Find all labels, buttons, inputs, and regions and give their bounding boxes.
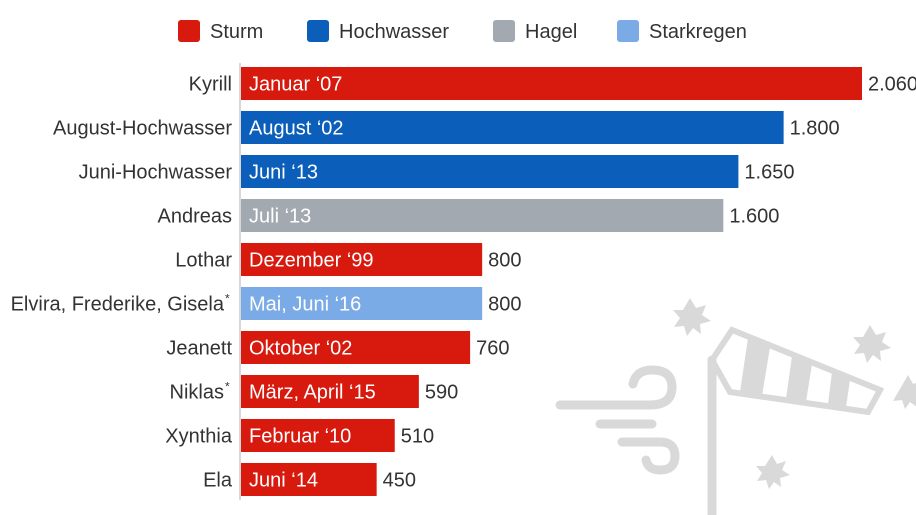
bar — [241, 463, 377, 496]
value-label: 1.800 — [790, 118, 840, 140]
category-label: Elvira, Frederike, Gisela — [11, 294, 225, 316]
value-label: 1.650 — [744, 162, 794, 184]
legend-swatch-hochwasser — [307, 20, 329, 42]
legend-swatch-starkregen — [617, 20, 639, 42]
footnote-asterisk: * — [225, 292, 230, 306]
category-label: Juni-Hochwasser — [79, 162, 233, 184]
bar-date-label: Juli ‘13 — [249, 206, 311, 228]
bar-date-label: Dezember ‘99 — [249, 250, 374, 272]
category-label: Ela — [203, 470, 233, 492]
legend-label-starkregen: Starkregen — [649, 21, 747, 43]
legend-label-sturm: Sturm — [210, 21, 263, 43]
bar — [241, 199, 724, 232]
category-label: August-Hochwasser — [53, 118, 232, 140]
category-label: Andreas — [158, 206, 233, 228]
legend: Sturm Hochwasser Hagel Starkregen — [178, 20, 747, 43]
bar-date-label: Februar ‘10 — [249, 426, 351, 448]
bar-date-label: Mai, Juni ‘16 — [249, 294, 361, 316]
value-label: 800 — [488, 294, 521, 316]
value-label: 590 — [425, 382, 458, 404]
windsock-icon — [708, 326, 885, 416]
bar-date-label: Juni ‘14 — [249, 470, 318, 492]
category-label: Jeanett — [166, 338, 232, 360]
value-label: 760 — [476, 338, 509, 360]
legend-label-hochwasser: Hochwasser — [339, 21, 449, 43]
windsock-illustration — [555, 298, 916, 515]
bar-date-label: Januar ‘07 — [249, 74, 342, 96]
legend-label-hagel: Hagel — [525, 21, 577, 43]
bar — [241, 375, 419, 408]
bar-date-label: Juni ‘13 — [249, 162, 318, 184]
bar-date-label: März, April ‘15 — [249, 382, 376, 404]
value-label: 1.600 — [729, 206, 779, 228]
windsock-stripes-icon — [740, 338, 850, 407]
category-label: Lothar — [175, 250, 232, 272]
category-label: Kyrill — [189, 74, 232, 96]
value-label: 800 — [488, 250, 521, 272]
value-label: 450 — [383, 470, 416, 492]
legend-swatch-hagel — [493, 20, 515, 42]
footnote-asterisk: * — [225, 380, 230, 394]
legend-swatch-sturm — [178, 20, 200, 42]
bar — [241, 243, 483, 276]
bar — [241, 111, 784, 144]
bar — [241, 419, 395, 452]
category-label: Xynthia — [165, 426, 233, 448]
category-label: Niklas — [170, 382, 224, 404]
bar-date-label: August ‘02 — [249, 118, 344, 140]
bar — [241, 67, 862, 100]
wind-line-icon — [555, 365, 677, 410]
bar — [241, 287, 483, 320]
bar — [241, 155, 739, 188]
wind-line-icon — [617, 437, 680, 475]
value-label: 2.060 — [868, 74, 916, 96]
value-label: 510 — [401, 426, 434, 448]
leaf-icon — [673, 298, 916, 489]
bars: Kyrill Januar ‘07 2.060 August-Hochwasser Au… — [11, 67, 916, 496]
bar — [241, 331, 471, 364]
bar-date-label: Oktober ‘02 — [249, 338, 352, 360]
